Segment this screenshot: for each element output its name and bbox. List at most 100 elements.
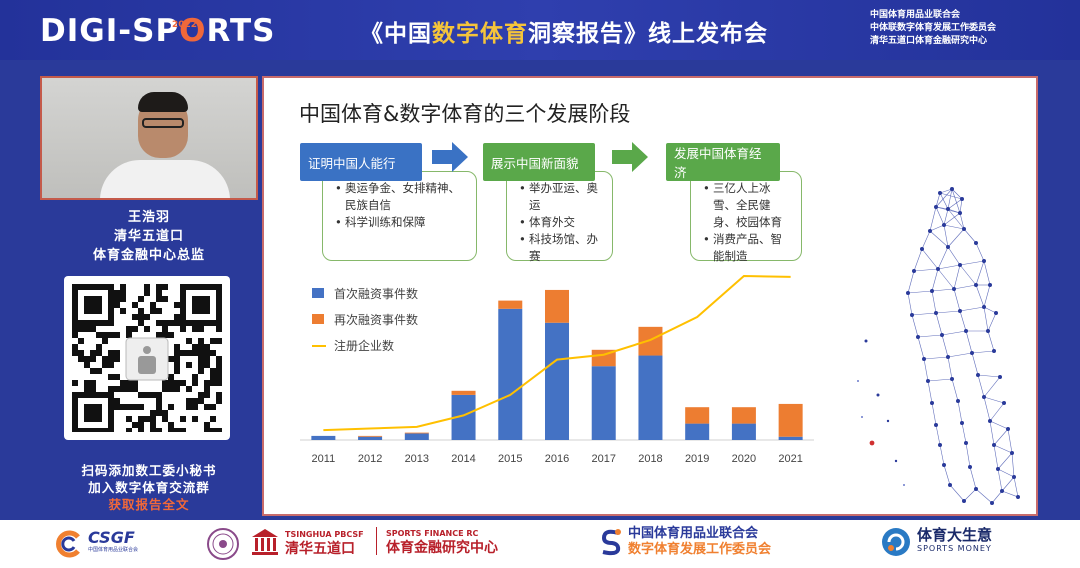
organizer-line: 中体联数字体育发展工作委员会 — [870, 23, 997, 33]
sfrc-en: SPORTS FINANCE RC — [386, 529, 479, 538]
speaker-org: 清华五道口 — [113, 229, 184, 244]
financing-chart: 2011 2012 2013 2014 2015 2016 2017 2018 2019 2020… — [300, 274, 814, 465]
footer-logos: CSGF 中国体育用品业联合会 TSINGHUA PBCSF 清华五道口 SPO… — [0, 520, 1080, 568]
bar-segment — [731, 407, 756, 424]
figure-network — [906, 187, 1020, 505]
bar-segment — [404, 433, 429, 440]
logo-text: DIGI-SPORTS — [40, 13, 276, 49]
stage-2-item: 举办亚运、奥运 — [519, 180, 604, 214]
sports-money-logo: 体育大生意 SPORTS MONEY — [880, 526, 992, 558]
arrow-right-icon — [612, 142, 648, 172]
money-cn: 体育大生意 — [917, 526, 993, 544]
digi-sports-logo: DIGI-SPORTS — [40, 12, 340, 50]
bar-segment — [685, 407, 710, 424]
sports-finance-rc-logo: SPORTS FINANCE RC 体育金融研究中心 — [376, 527, 498, 555]
x-tick-label: 2013 — [405, 453, 429, 465]
header-bar: DIGI-SPORTS 2022 《中国数字体育洞察报告》线上发布会 中国体育用… — [0, 0, 1080, 60]
stage-1-item: 科学训练和保障 — [335, 214, 468, 231]
arrow-right-icon — [432, 142, 468, 172]
x-tick-label: 2016 — [545, 453, 569, 465]
scatter-dot — [894, 459, 898, 463]
stage-3-header: 发展中国体育经济 — [666, 143, 780, 181]
qr-caption-line3: 获取报告全文 — [108, 497, 190, 512]
qr-code[interactable] — [64, 276, 230, 440]
bar-segment — [685, 423, 710, 440]
x-tick-label: 2019 — [685, 453, 709, 465]
federation-logo: 中国体育用品业联合会 数字体育发展工作委员会 — [598, 526, 771, 558]
scatter-dot — [876, 393, 880, 397]
scatter-dot — [861, 416, 863, 418]
qr-caption-line1: 扫码添加数工委小秘书 — [81, 463, 217, 478]
stage-2-header: 展示中国新面貌 — [483, 143, 595, 181]
qr-code-graphic — [72, 284, 222, 432]
bar-segment — [778, 436, 803, 440]
tsinghua-seal-icon — [207, 528, 239, 560]
legend-label: 首次融资事件数 — [334, 286, 418, 301]
bar-segment — [498, 308, 523, 440]
bar-segment — [404, 432, 429, 434]
stage-3-item: 三亿人上冰雪、全民健身、校园体育 — [703, 180, 793, 231]
stage-3-item: 消费产品、智能制造 — [703, 231, 793, 265]
organizer-line: 中国体育用品业联合会 — [870, 10, 961, 20]
sports-money-icon — [882, 528, 910, 556]
stage-1-box: 奥运争金、女排精神、民族自信 科学训练和保障 — [322, 171, 477, 261]
scatter-dot — [886, 419, 890, 423]
csgf-subtext: 中国体育用品业联合会 — [88, 547, 139, 553]
pbcsf-building-icon — [252, 529, 278, 555]
bar-segment — [358, 436, 383, 440]
csgf-emblem-icon — [56, 530, 80, 558]
bar-segment — [545, 322, 569, 440]
tsinghua-seal — [206, 527, 240, 561]
federation-line1: 中国体育用品业联合会 — [628, 526, 759, 541]
bar-segment — [638, 355, 663, 440]
stage-2-box: 举办亚运、奥运 体育外交 科技场馆、办赛 — [506, 171, 613, 263]
scatter-dot — [869, 440, 875, 446]
csgf-logo: CSGF 中国体育用品业联合会 — [54, 528, 138, 560]
federation-line2: 数字体育发展工作委员会 — [628, 542, 772, 557]
legend-label: 注册企业数 — [334, 338, 394, 353]
speaker-name: 王浩羽 — [127, 210, 170, 225]
stage-2-item: 体育外交 — [519, 214, 604, 231]
stage-2-item: 科技场馆、办赛 — [519, 231, 604, 265]
speaker-video[interactable] — [40, 76, 258, 200]
scatter-dot — [864, 339, 868, 343]
x-tick-label: 2014 — [451, 453, 475, 465]
tsinghua-cn: 清华五道口 — [285, 541, 355, 557]
slide-title: 中国体育&数字体育的三个发展阶段 — [299, 102, 631, 126]
x-tick-label: 2021 — [778, 453, 802, 465]
stage-1-item: 奥运争金、女排精神、民族自信 — [335, 180, 468, 214]
bar-segment — [731, 423, 756, 440]
scatter-dot — [857, 380, 859, 382]
bar-segment — [591, 366, 616, 440]
speaker-glasses — [142, 118, 184, 128]
bar-segment — [638, 326, 663, 356]
tsinghua-pbcsf-logo: TSINGHUA PBCSF 清华五道口 — [250, 527, 364, 557]
x-tick-label: 2017 — [591, 453, 615, 465]
qr-modules — [72, 284, 222, 432]
x-tick-label: 2020 — [732, 453, 756, 465]
stage-3-box: 三亿人上冰雪、全民健身、校园体育 消费产品、智能制造 — [690, 171, 802, 263]
organizer-list: 中国体育用品业联合会 中体联数字体育发展工作委员会 清华五道口体育金融研究中心 — [870, 9, 1070, 48]
presentation-slide: 中国体育&数字体育的三个发展阶段 奥运争金、女排精神、民族自信 科学训练和保障 … — [262, 76, 1038, 516]
x-tick-label: 2012 — [358, 453, 382, 465]
speaker-torso — [100, 160, 230, 198]
tsinghua-en: TSINGHUA PBCSF — [285, 530, 364, 539]
divider — [376, 527, 377, 555]
bar-segment — [451, 390, 476, 395]
bar-segment — [498, 300, 523, 309]
logo-year: 2022 — [172, 20, 198, 30]
line-series — [323, 274, 791, 432]
legend-swatch — [312, 314, 324, 324]
x-tick-label: 2018 — [638, 453, 662, 465]
speaker-role: 体育金融中心总监 — [92, 248, 205, 263]
organizer-line: 清华五道口体育金融研究中心 — [870, 36, 988, 46]
event-title: 《中国数字体育洞察报告》线上发布会 — [360, 21, 768, 47]
scatter-dot — [903, 484, 905, 486]
qr-caption-line2: 加入数字体育交流群 — [88, 480, 210, 495]
x-tick-label: 2011 — [312, 453, 336, 465]
bar-segment — [778, 403, 803, 437]
bar-segment — [545, 289, 569, 323]
network-athlete-figure — [857, 187, 1020, 505]
csgf-text: CSGF — [88, 528, 135, 547]
money-en: SPORTS MONEY — [917, 544, 992, 553]
